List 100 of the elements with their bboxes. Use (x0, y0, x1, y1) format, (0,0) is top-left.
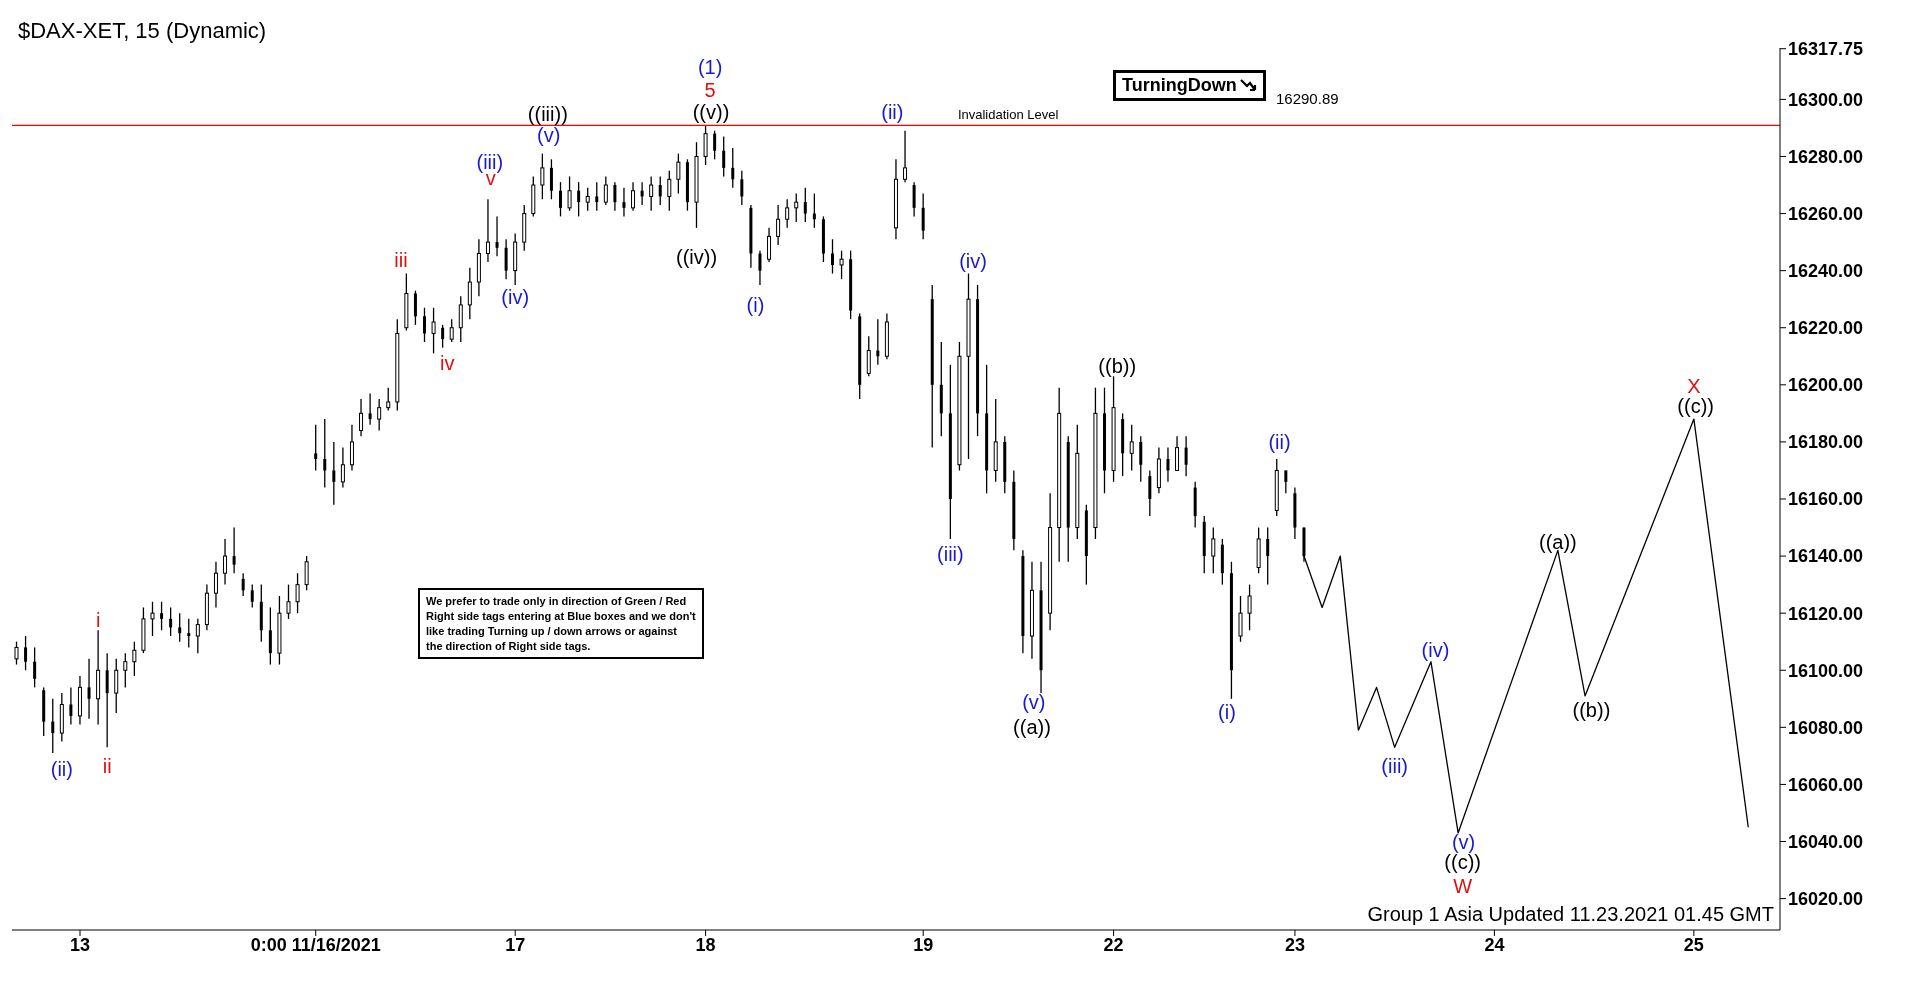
y-tick-label: 16240.00 (1788, 261, 1864, 282)
x-tick-label: 0:00 11/16/2021 (250, 934, 381, 955)
candlestick (413, 289, 417, 326)
candlestick (577, 181, 581, 218)
annotation: ((a)) (1538, 530, 1577, 553)
annotation: ((a)) (1013, 716, 1051, 739)
candlestick (903, 130, 908, 183)
candlestick (839, 250, 844, 280)
annotation: W (1453, 874, 1473, 897)
y-tick-label: 16060.00 (1788, 774, 1864, 795)
candlestick (69, 686, 73, 726)
candlestick (722, 135, 726, 178)
candlestick (314, 424, 318, 472)
y-tick-label: 16280.00 (1788, 146, 1864, 167)
candlestick (649, 175, 654, 212)
candlestick (1103, 387, 1106, 494)
candlestick (1148, 469, 1152, 517)
annotation: (i) (1218, 701, 1236, 724)
candlestick (921, 192, 925, 240)
annotation: TurningDown (1122, 75, 1237, 96)
candlestick (33, 646, 37, 689)
candlestick (213, 561, 218, 609)
candlestick (785, 198, 790, 229)
annotation: (1) (697, 56, 723, 79)
y-tick-label: 16220.00 (1788, 318, 1864, 339)
y-tick-label: 16260.00 (1788, 203, 1864, 224)
candlestick (585, 187, 590, 212)
candlestick (431, 307, 436, 355)
annotation: (ii) (881, 100, 904, 123)
annotation: X (1687, 374, 1701, 397)
candlestick (441, 324, 445, 349)
candlestick (169, 606, 173, 637)
x-tick-label: 17 (505, 934, 526, 955)
y-tick-label: 16120.00 (1788, 603, 1864, 624)
candlestick (758, 250, 762, 286)
candlestick (912, 181, 916, 218)
y-tick-label: 16080.00 (1788, 717, 1864, 738)
annotation: iv (439, 351, 455, 374)
candlestick (232, 526, 236, 574)
candlestick (740, 170, 744, 206)
x-tick-label: 24 (1484, 934, 1505, 955)
candlestick (195, 618, 200, 654)
candlestick (567, 175, 572, 212)
candlestick (549, 158, 553, 200)
annotation: ((v)) (692, 101, 730, 124)
y-tick-label: 16040.00 (1788, 831, 1864, 852)
y-tick-label: 16180.00 (1788, 432, 1864, 453)
candlestick (332, 441, 336, 506)
candlestick (223, 538, 228, 586)
candlestick (767, 227, 772, 263)
y-tick-label: 16300.00 (1788, 89, 1864, 110)
candlestick (304, 555, 309, 591)
x-tick-label: 25 (1683, 934, 1704, 955)
annotation: (v) (537, 124, 561, 147)
candlestick (540, 152, 545, 200)
y-tick-label: 16140.00 (1788, 546, 1864, 567)
candlestick (603, 175, 608, 206)
candlestick (295, 572, 300, 614)
annotation: (iv) (501, 285, 530, 308)
annotation: (i) (746, 293, 765, 316)
annotation: (v) (1022, 690, 1046, 713)
y-tick-label: 16020.00 (1788, 888, 1864, 909)
annotation: ((iii)) (527, 103, 568, 126)
candlestick (485, 198, 490, 263)
candlestick (1284, 469, 1288, 494)
candlestick (150, 601, 155, 637)
candlestick (794, 192, 799, 223)
annotation: (iv) (959, 250, 987, 273)
annotation: (ii) (50, 758, 73, 781)
candlestick (323, 418, 327, 489)
x-tick-label: 23 (1284, 934, 1305, 955)
candlestick (803, 187, 807, 223)
candlestick (250, 583, 254, 609)
candlestick (1129, 424, 1134, 472)
candlestick (1139, 435, 1143, 483)
chart-title: $DAX-XET, 15 (Dynamic) (18, 18, 267, 44)
x-tick-label: 13 (69, 934, 91, 955)
candlestick (87, 658, 91, 720)
candlestick (1184, 435, 1188, 477)
candlestick (187, 618, 191, 649)
candlestick (51, 698, 55, 754)
y-tick-label: 16160.00 (1788, 489, 1864, 510)
annotation: Group 1 Asia Updated 11.23.2021 01.45 GMT (1367, 903, 1774, 926)
annotation: 16290.89 (1276, 90, 1339, 107)
candlestick (776, 204, 781, 246)
candlestick (114, 658, 119, 714)
annotation: (iv) (1421, 638, 1450, 661)
candlestick (703, 124, 708, 166)
candlestick (1211, 526, 1216, 574)
annotation: ((c)) (1677, 395, 1714, 418)
candlestick (14, 641, 19, 666)
annotation: 5 (704, 79, 716, 102)
candlestick (340, 446, 345, 489)
candlestick (622, 187, 626, 218)
annotation: i (95, 608, 101, 631)
candlestick (866, 335, 871, 377)
ref-line-label: Invalidation Level (957, 107, 1059, 123)
x-tick-label: 22 (1103, 934, 1124, 955)
candlestick (504, 238, 508, 280)
candlestick (268, 606, 272, 666)
